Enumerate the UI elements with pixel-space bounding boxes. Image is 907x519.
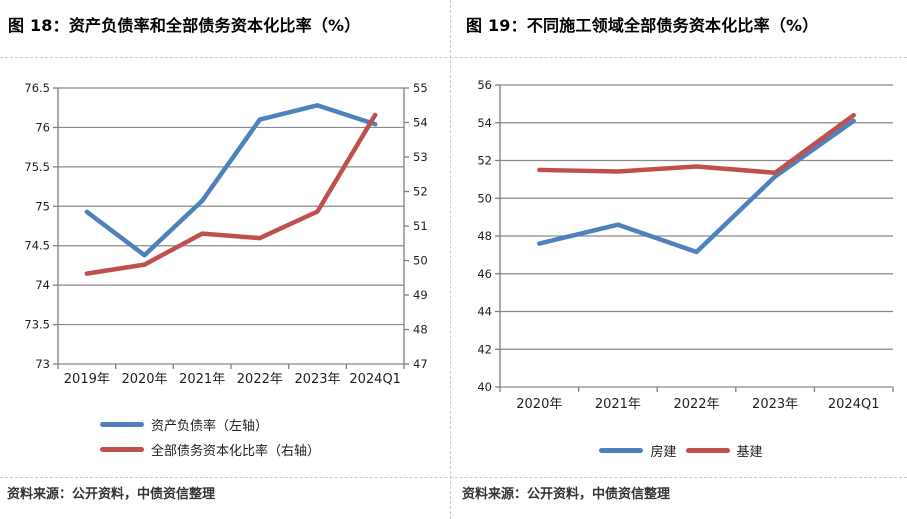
svg-text:49: 49 xyxy=(413,288,428,302)
svg-text:76: 76 xyxy=(35,120,50,134)
legend-item-infrastructure: 基建 xyxy=(685,441,763,460)
svg-text:44: 44 xyxy=(477,305,492,319)
svg-text:2024Q1: 2024Q1 xyxy=(349,372,401,387)
svg-text:50: 50 xyxy=(413,254,428,268)
red-line-swatch xyxy=(685,448,730,453)
svg-text:2020年: 2020年 xyxy=(516,397,562,412)
legend-item-debt-cap: 全部债务资本化比率（右轴） xyxy=(100,437,320,462)
svg-text:55: 55 xyxy=(413,81,428,95)
svg-text:54: 54 xyxy=(477,116,492,130)
svg-text:2023年: 2023年 xyxy=(294,372,340,387)
svg-text:2023年: 2023年 xyxy=(752,397,798,412)
svg-text:2022年: 2022年 xyxy=(673,397,719,412)
svg-text:73: 73 xyxy=(35,357,50,371)
blue-line-swatch xyxy=(100,422,144,427)
svg-text:74.5: 74.5 xyxy=(24,239,50,253)
fig19-line-chart: 40 42 44 46 48 50 52 54 56 2020年 2021年 2022年 2023年 20… xyxy=(477,78,894,412)
fig19-legend: 房建 基建 xyxy=(455,441,907,460)
svg-text:56: 56 xyxy=(477,78,492,92)
fig18-legend: 资产负债率（左轴） 全部债务资本化比率（右轴） xyxy=(100,412,320,462)
legend-label: 全部债务资本化比率（右轴） xyxy=(151,444,321,459)
legend-label: 资产负债率（左轴） xyxy=(151,419,269,434)
blue-line-swatch xyxy=(599,448,644,453)
panel-fig19: 图 19：不同施工领域全部债务资本化比率（%） 40 42 44 46 48 50 52 54… xyxy=(455,0,907,519)
svg-text:52: 52 xyxy=(477,154,492,168)
svg-text:40: 40 xyxy=(477,380,492,394)
svg-text:42: 42 xyxy=(477,342,492,356)
svg-text:76.5: 76.5 xyxy=(24,81,50,95)
fig18-source-note: 资料来源：公开资料，中债资信整理 xyxy=(7,487,216,502)
svg-text:73.5: 73.5 xyxy=(24,318,50,332)
svg-text:2021年: 2021年 xyxy=(595,397,641,412)
svg-text:54: 54 xyxy=(413,116,428,130)
svg-text:2020年: 2020年 xyxy=(121,372,167,387)
svg-text:2024Q1: 2024Q1 xyxy=(828,397,880,412)
title-divider-line xyxy=(0,57,907,58)
svg-text:48: 48 xyxy=(413,323,428,337)
red-line-swatch xyxy=(100,447,144,452)
svg-text:2021年: 2021年 xyxy=(179,372,225,387)
fig18-title: 图 18：资产负债率和全部债务资本化比率（%） xyxy=(8,16,361,35)
legend-item-asset-liability: 资产负债率（左轴） xyxy=(100,412,320,437)
panel-divider-line xyxy=(450,0,451,519)
svg-text:2019年: 2019年 xyxy=(64,372,110,387)
svg-text:46: 46 xyxy=(477,267,492,281)
svg-text:47: 47 xyxy=(413,357,428,371)
fig19-source-note: 资料来源：公开资料，中债资信整理 xyxy=(462,487,671,502)
source-divider-line xyxy=(0,477,907,478)
legend-label: 房建 xyxy=(650,445,677,460)
svg-text:48: 48 xyxy=(477,229,492,243)
legend-item-housing: 房建 xyxy=(599,441,677,460)
panel-fig18: 图 18：资产负债率和全部债务资本化比率（%） 73 73.5 74 74.5 75 75… xyxy=(0,0,450,519)
fig19-title: 图 19：不同施工领域全部债务资本化比率（%） xyxy=(466,16,819,35)
fig18-line-chart: 73 73.5 74 74.5 75 75.5 76 76.5 47 48 49 50 51 52 53 54… xyxy=(24,81,428,387)
svg-text:2022年: 2022年 xyxy=(237,372,283,387)
svg-text:75: 75 xyxy=(35,199,50,213)
svg-text:75.5: 75.5 xyxy=(24,160,50,174)
svg-text:53: 53 xyxy=(413,150,428,164)
svg-text:74: 74 xyxy=(35,278,50,292)
svg-text:51: 51 xyxy=(413,219,428,233)
legend-label: 基建 xyxy=(736,445,763,460)
svg-text:52: 52 xyxy=(413,185,428,199)
svg-text:50: 50 xyxy=(477,191,492,205)
